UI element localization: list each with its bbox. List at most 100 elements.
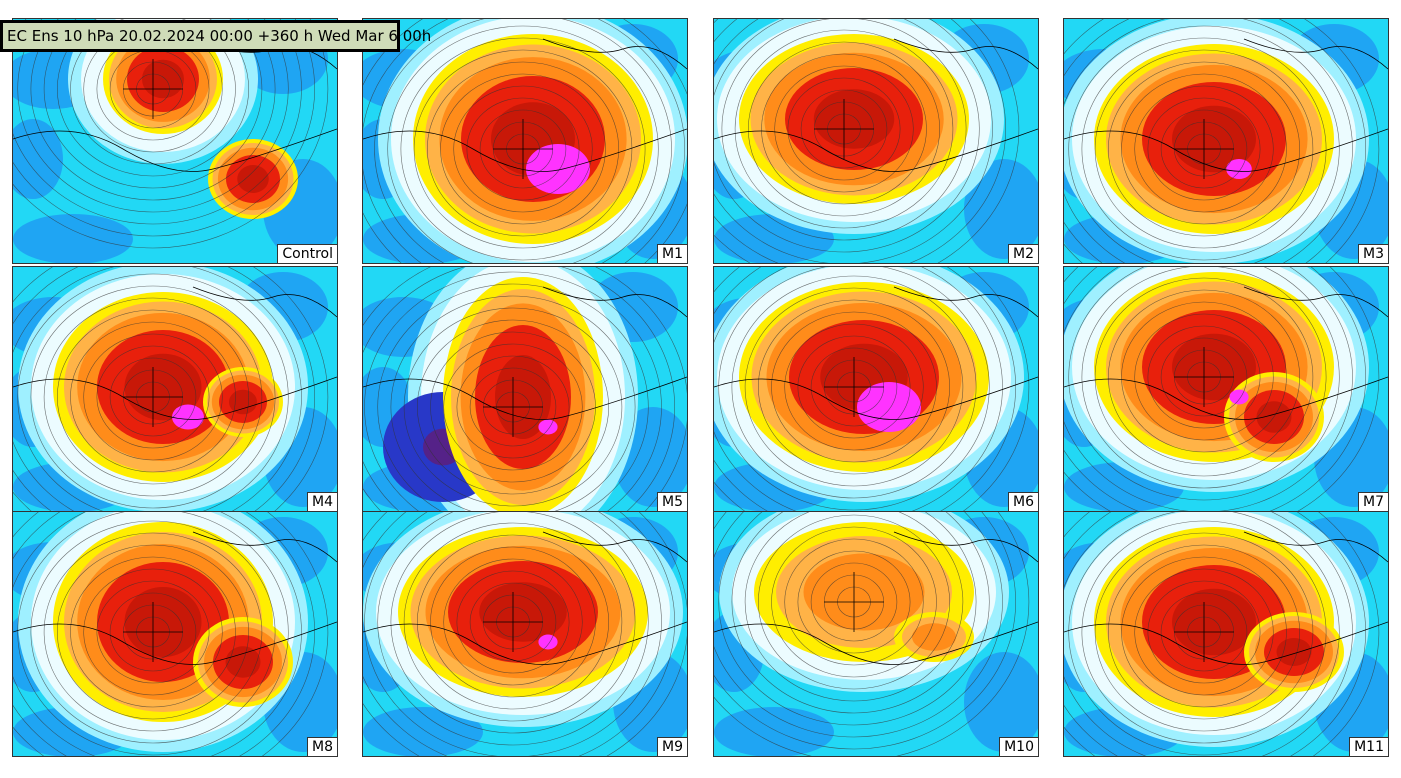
warm-anomaly [142,59,184,99]
warm-anomaly [237,165,269,193]
ensemble-member-map: M1 [362,18,688,264]
geopotential-contour [714,19,1020,263]
map-canvas [363,19,687,263]
coastline [542,38,687,70]
ensemble-member-map: M6 [713,266,1039,512]
map-canvas [1064,512,1388,756]
geopotential-contour [70,556,236,708]
member-label: M10 [999,737,1038,756]
ensemble-member-map: M3 [1063,18,1389,264]
geopotential-contour [403,307,623,507]
geopotential-contour [13,512,329,756]
geopotential-contour [417,319,609,495]
geopotential-contour [1068,512,1340,756]
geopotential-contour [744,512,964,702]
geopotential-contour [1068,25,1340,263]
geopotential-contour [774,65,914,193]
geopotential-contour [413,49,633,249]
ensemble-member-map: M2 [713,18,1039,264]
geopotential-contour [363,267,675,511]
warm-anomaly [124,587,202,657]
warm-anomaly [229,389,257,415]
map-title: EC Ens 10 hPa 20.02.2024 00:00 +360 h We… [0,20,431,52]
warm-anomaly [1172,588,1256,656]
member-label: M5 [657,492,687,511]
extreme-warm-anomaly [1226,159,1252,179]
coastline [542,531,687,563]
ensemble-member-map: M5 [362,266,688,512]
geopotential-contour [390,512,636,734]
geopotential-contour [714,512,1016,750]
coastline [1243,531,1388,563]
geopotential-contour [83,568,223,696]
geopotential-contour [469,582,557,662]
geopotential-contour [1068,267,1340,501]
geopotential-contour [374,19,672,263]
map-canvas [1064,19,1388,263]
geopotential-contour [810,347,898,427]
geopotential-contour [714,267,1003,511]
cold-anomaly [363,707,483,756]
geopotential-contour [17,273,289,511]
map-canvas [714,512,1038,756]
warm-anomaly [813,89,895,149]
map-canvas [714,267,1038,511]
member-label: M7 [1358,492,1388,511]
ensemble-member-map: M8 [12,511,338,757]
warm-anomaly [479,582,567,642]
member-label: M8 [307,737,337,756]
geopotential-contour [453,85,593,213]
geopotential-contour [714,512,1030,756]
geopotential-contour [721,19,967,241]
geopotential-contour [17,512,289,756]
geopotential-contour [417,534,609,710]
geopotential-contour [13,267,315,511]
geopotential-contour [1160,592,1248,672]
geopotential-contour [57,19,249,177]
geopotential-contour [714,19,1006,263]
geopotential-contour [1121,301,1287,453]
geopotential-contour [70,321,236,473]
geopotential-contour [1064,19,1353,263]
geopotential-contour [57,309,249,485]
geopotential-contour [17,19,289,213]
map-canvas [714,19,1038,263]
geopotential-contour [1081,37,1327,261]
member-label: M2 [1008,244,1038,263]
geopotential-contour [714,267,1016,511]
geopotential-contour [1108,289,1300,465]
member-label: M1 [657,244,687,263]
geopotential-contour [363,512,675,756]
map-canvas [363,267,687,511]
member-label: M4 [307,492,337,511]
geopotential-contour [1121,73,1287,225]
geopotential-contour [83,333,223,461]
geopotential-contour [800,89,888,169]
extreme-warm-anomaly [172,404,204,430]
cold-anomaly [964,652,1038,752]
coastline [363,621,687,665]
geopotential-contour [744,287,964,487]
geopotential-contour [443,558,583,686]
coastline [893,531,1038,563]
geopotential-contour [1147,97,1261,201]
geopotential-contour [430,331,596,483]
geopotential-contour [1147,580,1261,684]
geopotential-contour [1081,267,1327,489]
cold-anomaly [13,214,133,263]
geopotential-contour [1134,313,1274,441]
geopotential-contour [1160,337,1248,417]
geopotential-contour [797,335,911,439]
extreme-warm-anomaly [538,634,558,650]
geopotential-contour [731,512,977,714]
warm-anomaly [803,553,925,631]
coastline [714,621,1038,665]
member-label: M9 [657,737,687,756]
coastline [192,286,337,318]
coastline [893,38,1038,70]
warm-anomaly [495,355,551,439]
geopotential-contour [1094,532,1314,732]
member-label: M11 [1349,737,1388,756]
geopotential-contour [758,299,950,475]
geopotential-contour [43,532,263,732]
